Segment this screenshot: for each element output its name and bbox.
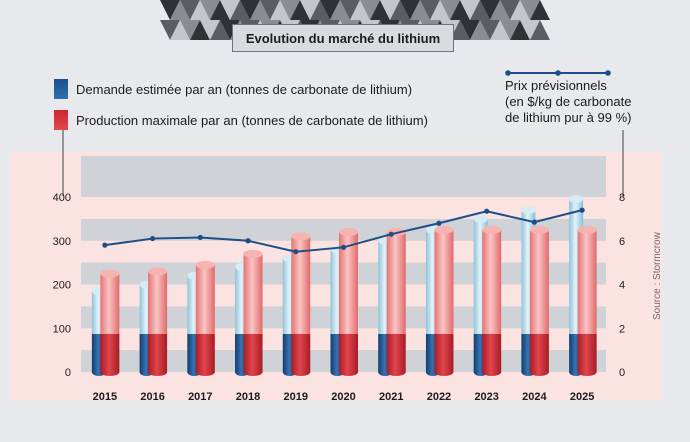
production-bar [529,225,549,376]
legend-swatch-demand [54,79,68,99]
price-point [436,220,442,226]
source-note: Source : Stormcrow [652,232,663,320]
production-bar [195,260,215,376]
x-tick-label: 2015 [93,391,117,403]
x-tick-label: 2024 [522,391,547,403]
y-left-tick-label: 400 [53,192,71,204]
x-tick-label: 2022 [427,391,451,403]
price-point [293,249,299,255]
legend-label-price: Prix prévisionnels (en $/kg de carbonate… [505,78,631,126]
production-bar [386,228,406,376]
price-point [340,244,347,250]
price-point [245,238,251,244]
x-tick-label: 2016 [140,391,164,403]
x-tick-label: 2023 [474,391,498,403]
x-tick-label: 2019 [284,391,308,403]
y-left-tick-label: 0 [65,367,71,379]
price-point [149,235,156,242]
production-bar [434,225,454,376]
y-right-tick-label: 4 [619,280,625,292]
production-bar [148,267,168,376]
x-tick-label: 2025 [570,391,594,403]
production-bar [100,269,120,376]
legend-label-demand: Demande estimée par an (tonnes de carbon… [76,82,413,97]
price-point [388,231,394,237]
production-bar [243,249,263,376]
legend-price-line1: Prix prévisionnels [505,78,607,93]
legend-price-line2: (en $/kg de carbonate [505,94,632,109]
price-point [197,234,203,241]
y-right-tick-label: 0 [619,367,625,379]
production-bar [339,228,358,376]
legend-label-production: Production maximale par an (tonnes de ca… [76,113,428,128]
production-bar [291,232,311,376]
production-bar [577,225,597,376]
chart-title: Evolution du marché du lithium [232,24,454,52]
production-bar [482,225,502,376]
x-tick-label: 2021 [379,391,403,403]
x-tick-label: 2017 [188,391,212,403]
y-left-tick-label: 300 [53,236,71,248]
price-point [579,207,585,213]
y-right-tick-label: 6 [619,236,625,248]
y-left-tick-label: 100 [53,323,71,335]
y-left-tick-label: 200 [53,280,71,292]
legend-price-line3: de lithium pur à 99 %) [505,110,632,125]
price-point [484,208,490,214]
y-right-tick-label: 8 [619,192,625,204]
x-tick-label: 2020 [331,391,355,403]
x-tick-label: 2018 [236,391,260,403]
price-point [531,219,538,225]
legend-swatch-production [54,110,68,130]
y-right-tick-label: 2 [619,323,625,335]
price-point [102,242,108,248]
